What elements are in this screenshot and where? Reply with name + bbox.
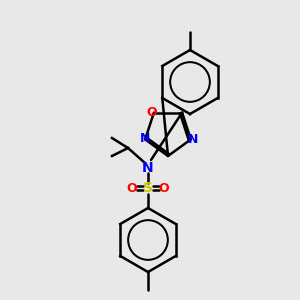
Text: O: O — [159, 182, 169, 194]
Text: N: N — [142, 161, 154, 175]
Text: N: N — [140, 132, 150, 145]
Text: O: O — [147, 106, 157, 119]
Text: S: S — [143, 181, 153, 195]
Text: O: O — [127, 182, 137, 194]
Text: N: N — [188, 133, 198, 146]
